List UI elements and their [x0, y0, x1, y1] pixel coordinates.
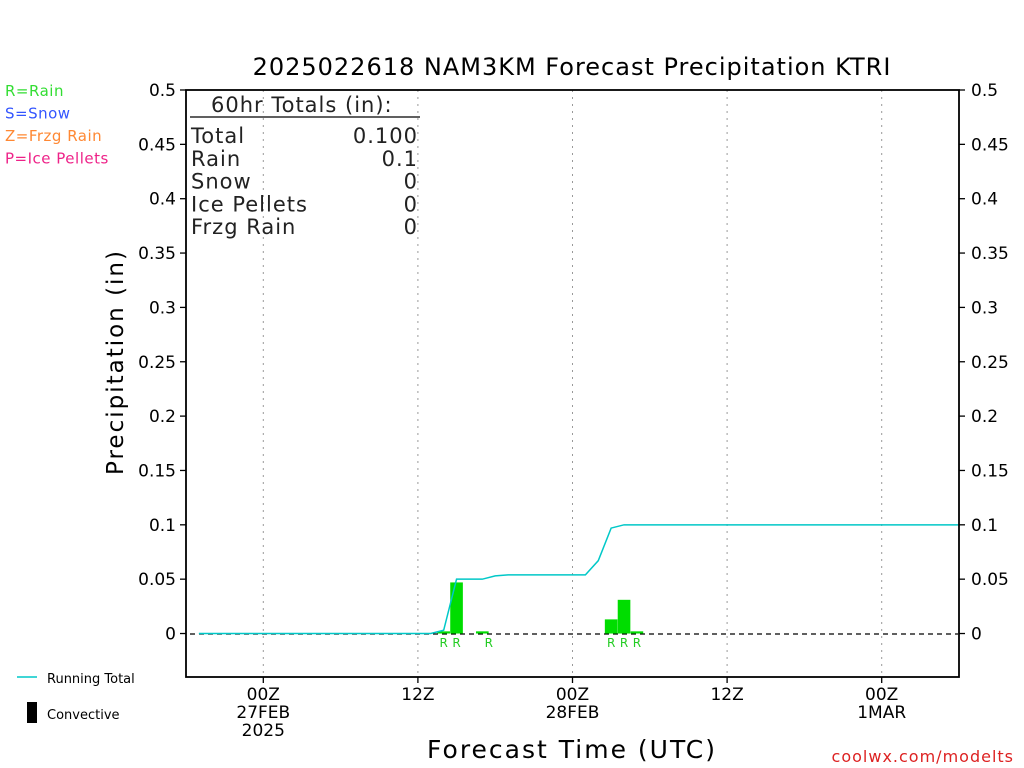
y-tick-label-left-9: 0.45 — [138, 135, 176, 155]
x-gridlines — [262, 90, 883, 677]
x-tick-label-2-1: 28FEB — [546, 703, 600, 723]
running-total-legend-label: Running Total — [47, 672, 135, 687]
y-tick-label-right-6: 0.3 — [971, 298, 998, 318]
totals-value-4: 0 — [404, 215, 418, 239]
totals-label-4: Frzg Rain — [191, 215, 296, 239]
x-tick-label-0-1: 27FEB — [236, 703, 290, 723]
y-tick-label-left-4: 0.2 — [149, 407, 176, 427]
y-tick-label-left-8: 0.4 — [149, 190, 176, 210]
y-tick-label-right-7: 0.35 — [971, 244, 1009, 264]
x-tick-label-4-0: 00Z — [865, 685, 898, 705]
y-tick-label-right-0: 0 — [971, 625, 982, 645]
y-tick-label-left-0: 0 — [165, 625, 176, 645]
legend-type-1: S=Snow — [5, 105, 71, 123]
bottom-legend: Running Total Convective — [17, 672, 135, 723]
precip-type-legend: R=Rain S=Snow Z=Frzg Rain P=Ice Pellets — [5, 82, 109, 168]
ptype-marker-3: R — [607, 636, 615, 650]
totals-label-0: Total — [190, 124, 245, 148]
y-tick-label-left-2: 0.1 — [149, 516, 176, 536]
convective-legend-swatch — [27, 702, 37, 723]
x-tick-label-1-0: 12Z — [401, 685, 434, 705]
precip-bar-0 — [437, 631, 450, 634]
x-tick-label-3-0: 12Z — [710, 685, 743, 705]
totals-label-1: Rain — [191, 147, 241, 171]
x-tick-label-0-0: 00Z — [247, 685, 280, 705]
y-tick-label-left-3: 0.15 — [138, 461, 176, 481]
x-tick-label-4-1: 1MAR — [857, 703, 906, 723]
y-tick-label-right-5: 0.25 — [971, 353, 1009, 373]
legend-type-3: P=Ice Pellets — [5, 150, 109, 168]
y-tick-label-right-4: 0.2 — [971, 407, 998, 427]
plot-frame — [185, 89, 960, 678]
y-tick-label-left-7: 0.35 — [138, 244, 176, 264]
y-tick-label-right-10: 0.5 — [971, 81, 998, 101]
totals-box: 60hr Totals (in): Total 0.100 Rain 0.1 Snow 0… — [190, 93, 420, 239]
y-tick-label-right-1: 0.05 — [971, 570, 1009, 590]
credit-text: coolwx.com/modelts — [832, 747, 1014, 766]
ptype-marker-0: R — [439, 636, 447, 650]
legend-type-2: Z=Frzg Rain — [5, 127, 102, 145]
y-axis-label: Precipitation (in) — [103, 249, 129, 475]
y-tick-label-left-1: 0.05 — [138, 570, 176, 590]
totals-label-2: Snow — [191, 170, 252, 194]
precip-bar-3 — [604, 619, 618, 634]
totals-value-2: 0 — [404, 170, 418, 194]
ptype-marker-5: R — [633, 636, 641, 650]
x-tick-label-2-0: 00Z — [556, 685, 589, 705]
precip-bar-1 — [450, 582, 463, 634]
ptype-marker-4: R — [620, 636, 628, 650]
y-tick-label-right-3: 0.15 — [971, 461, 1009, 481]
x-tick-label-0-2: 2025 — [242, 721, 285, 741]
y-tick-label-right-9: 0.45 — [971, 135, 1009, 155]
totals-value-1: 0.1 — [382, 147, 418, 171]
totals-value-3: 0 — [404, 192, 418, 216]
legend-type-0: R=Rain — [5, 82, 64, 100]
y-tick-label-left-5: 0.25 — [138, 353, 176, 373]
y-tick-label-right-8: 0.4 — [971, 190, 998, 210]
y-tick-label-right-2: 0.1 — [971, 516, 998, 536]
totals-label-3: Ice Pellets — [191, 192, 308, 216]
precip-bars — [437, 582, 644, 634]
y-tick-label-left-10: 0.5 — [149, 81, 176, 101]
precip-bar-2 — [476, 631, 489, 634]
totals-value-0: 0.100 — [353, 124, 418, 148]
y-axis-ticks: 0 00.05 0.050.1 0.10.15 0.150.2 0.20.25 0.250.… — [138, 81, 1009, 645]
x-axis-label: Forecast Time (UTC) — [427, 735, 717, 764]
precip-bar-5 — [630, 631, 644, 634]
chart-title: 2025022618 NAM3KM Forecast Precipitation… — [253, 53, 892, 81]
running-total-line — [198, 524, 959, 635]
precip-bar-4 — [617, 599, 631, 634]
ptype-marker-1: R — [452, 636, 460, 650]
ptype-marker-2: R — [485, 636, 493, 650]
totals-header: 60hr Totals (in): — [211, 93, 393, 117]
y-tick-label-left-6: 0.3 — [149, 298, 176, 318]
convective-legend-label: Convective — [47, 708, 120, 723]
